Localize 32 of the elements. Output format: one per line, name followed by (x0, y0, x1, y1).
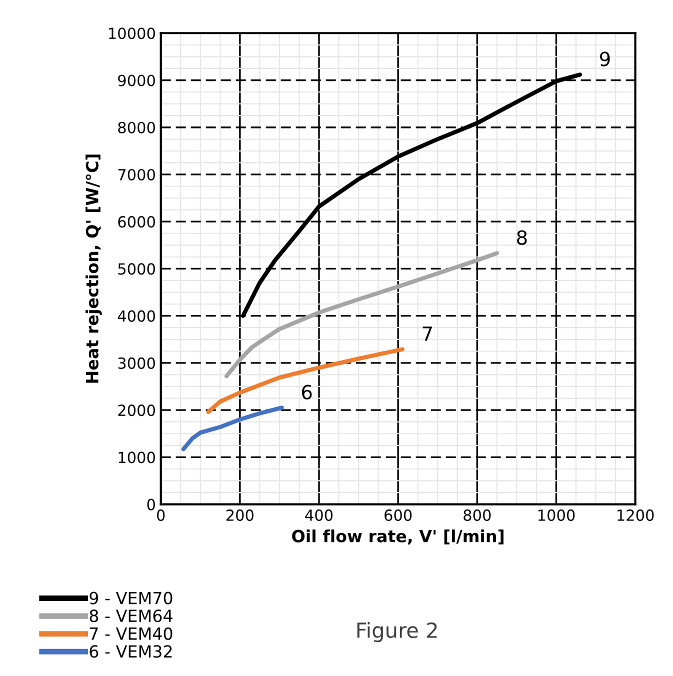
y-axis-title: Heat rejection, Q' [W/°C] (86, 154, 102, 383)
line-series (206, 347, 405, 414)
legend-label: 6 - VEM32 (90, 645, 172, 658)
y-tick-label: 6000 (118, 216, 155, 228)
y-tick-label: 1000 (118, 452, 155, 464)
legend-label: 9 - VEM70 (90, 592, 172, 604)
x-axis-title: Oil flow rate, V' [l/min] (292, 530, 504, 545)
x-tick-label: 1000 (538, 509, 575, 521)
x-tick-label: 1200 (618, 509, 654, 521)
annotation: 7 (422, 326, 432, 341)
line-series (224, 251, 500, 378)
annotation: 6 (302, 384, 312, 400)
x-tick-label: 600 (384, 509, 412, 521)
legend-label: 8 - VEM64 (90, 610, 172, 622)
y-tick-label: 4000 (118, 310, 155, 322)
line-series (181, 406, 284, 452)
x-tick-label: 400 (305, 509, 333, 521)
y-tick-label: 0 (147, 498, 155, 510)
y-tick-label: 7000 (118, 168, 155, 180)
y-tick-label: 8000 (118, 122, 155, 134)
y-tick-label: 2000 (118, 404, 155, 416)
x-tick-label: 0 (156, 509, 165, 521)
y-tick-label: 9000 (118, 74, 155, 86)
x-tick-label: 800 (464, 509, 491, 521)
annotation: 8 (517, 230, 527, 245)
y-tick-label: 10000 (109, 28, 155, 40)
legend-label: 7 - VEM40 (90, 627, 172, 640)
annotation: 9 (600, 52, 610, 66)
y-tick-label: 3000 (118, 357, 155, 369)
y-tick-label: 5000 (118, 263, 155, 275)
x-tick-label: 200 (226, 509, 254, 521)
caption: Figure 2 (357, 622, 437, 642)
